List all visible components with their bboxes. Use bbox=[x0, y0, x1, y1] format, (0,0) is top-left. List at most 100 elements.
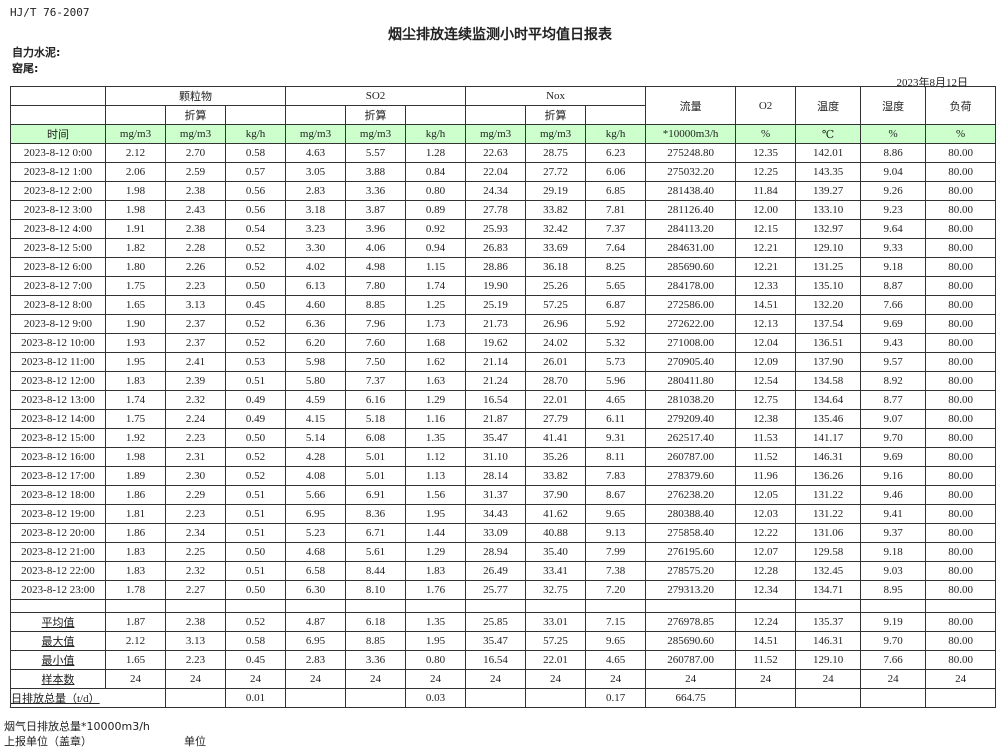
table-cell: 1.95 bbox=[405, 631, 467, 651]
table-cell: 12.13 bbox=[735, 314, 797, 334]
table-cell: 41.41 bbox=[525, 428, 587, 448]
table-cell: 12.75 bbox=[735, 390, 797, 410]
header-blank bbox=[105, 105, 166, 125]
header-o2: O2 bbox=[735, 86, 797, 125]
table-cell: 3.36 bbox=[345, 650, 407, 670]
table-cell: 0.89 bbox=[405, 200, 467, 220]
table-cell: 1.86 bbox=[105, 485, 166, 505]
table-cell: 2.31 bbox=[165, 447, 226, 467]
summary-row: 最小值 1.65 2.23 0.45 2.83 3.36 0.80 16.54 22.01 4.6… bbox=[10, 650, 997, 670]
table-cell: 8.85 bbox=[345, 295, 407, 315]
row-label: 2023-8-12 4:00 bbox=[10, 219, 106, 239]
table-cell: 1.81 bbox=[105, 504, 166, 524]
table-cell: 6.06 bbox=[585, 162, 647, 182]
daily-total-label: 日排放总量（t/d） bbox=[10, 688, 166, 708]
table-row: 2023-8-12 20:00 1.86 2.34 0.51 5.23 6.71 1.44 3… bbox=[10, 523, 997, 543]
table-cell: 2.27 bbox=[165, 580, 226, 600]
table-cell: 1.86 bbox=[105, 523, 166, 543]
table-cell: 142.01 bbox=[795, 143, 862, 163]
report-table: 颗粒物 SO2 Nox 流量 O2 温度 湿度 负荷 折算 折算 折算 时间 m… bbox=[10, 86, 997, 708]
table-cell: 80.00 bbox=[925, 612, 997, 632]
table-cell: 24 bbox=[405, 669, 467, 689]
table-cell: 7.64 bbox=[585, 238, 647, 258]
table-cell: 0.58 bbox=[224, 143, 287, 163]
row-label: 2023-8-12 17:00 bbox=[10, 466, 106, 486]
table-cell: 132.45 bbox=[795, 561, 862, 581]
table-cell: 12.33 bbox=[735, 276, 797, 296]
table-cell: 80.00 bbox=[925, 650, 997, 670]
table-cell bbox=[735, 688, 797, 708]
table-cell: 5.32 bbox=[585, 333, 647, 353]
table-cell: 22.01 bbox=[525, 390, 587, 410]
table-cell: 24 bbox=[345, 669, 407, 689]
table-cell: 35.47 bbox=[465, 631, 527, 651]
units-row: 时间 mg/m3 mg/m3 kg/h mg/m3 mg/m3 kg/h mg/m3 mg/m… bbox=[10, 124, 997, 144]
table-cell: 9.46 bbox=[860, 485, 927, 505]
table-cell: 2.29 bbox=[165, 485, 226, 505]
table-cell: 7.15 bbox=[585, 612, 647, 632]
unit-cell: % bbox=[925, 124, 997, 144]
unit-cell: mg/m3 bbox=[105, 124, 166, 144]
table-cell: 1.76 bbox=[405, 580, 467, 600]
table-cell: 0.45 bbox=[224, 650, 287, 670]
header-so2: SO2 bbox=[285, 86, 467, 106]
table-cell: 25.85 bbox=[465, 612, 527, 632]
row-label: 2023-8-12 23:00 bbox=[10, 580, 106, 600]
row-label: 最小值 bbox=[10, 650, 106, 670]
row-label: 2023-8-12 2:00 bbox=[10, 181, 106, 201]
table-row: 2023-8-12 8:00 1.65 3.13 0.45 4.60 8.85 1.25 25… bbox=[10, 295, 997, 315]
table-cell: 12.03 bbox=[735, 504, 797, 524]
table-cell: 5.66 bbox=[285, 485, 347, 505]
table-cell: 6.20 bbox=[285, 333, 347, 353]
table-cell: 3.05 bbox=[285, 162, 347, 182]
table-cell: 1.93 bbox=[105, 333, 166, 353]
table-cell: 9.18 bbox=[860, 542, 927, 562]
table-cell: 4.28 bbox=[285, 447, 347, 467]
table-cell: 280411.80 bbox=[645, 371, 737, 391]
table-cell: 1.80 bbox=[105, 257, 166, 277]
row-label: 2023-8-12 8:00 bbox=[10, 295, 106, 315]
table-cell: 80.00 bbox=[925, 523, 997, 543]
table-cell: 35.40 bbox=[525, 542, 587, 562]
table-cell: 134.58 bbox=[795, 371, 862, 391]
table-cell: 9.65 bbox=[585, 504, 647, 524]
table-cell: 0.56 bbox=[224, 181, 287, 201]
unit-cell: ℃ bbox=[795, 124, 862, 144]
table-cell bbox=[525, 688, 587, 708]
table-cell: 80.00 bbox=[925, 371, 997, 391]
unit-cell: kg/h bbox=[585, 124, 647, 144]
table-cell: 12.25 bbox=[735, 162, 797, 182]
table-cell: 4.15 bbox=[285, 409, 347, 429]
table-cell: 5.18 bbox=[345, 409, 407, 429]
header-load: 负荷 bbox=[925, 86, 997, 125]
table-cell: 22.04 bbox=[465, 162, 527, 182]
table-cell: 2.37 bbox=[165, 333, 226, 353]
table-row: 2023-8-12 13:00 1.74 2.32 0.49 4.59 6.16 1.29 1… bbox=[10, 390, 997, 410]
table-cell: 4.68 bbox=[285, 542, 347, 562]
summary-row: 样本数 24 24 24 24 24 24 24 24 24 24 24 24 24 24 bbox=[10, 669, 997, 689]
table-cell: 1.83 bbox=[105, 371, 166, 391]
table-cell: 80.00 bbox=[925, 314, 997, 334]
row-label: 平均值 bbox=[10, 612, 106, 632]
row-label: 2023-8-12 1:00 bbox=[10, 162, 106, 182]
table-cell: 6.23 bbox=[585, 143, 647, 163]
table-cell: 271008.00 bbox=[645, 333, 737, 353]
table-cell: 25.19 bbox=[465, 295, 527, 315]
table-cell: 80.00 bbox=[925, 466, 997, 486]
table-cell: 24 bbox=[925, 669, 997, 689]
table-cell: 16.54 bbox=[465, 650, 527, 670]
table-cell: 278379.60 bbox=[645, 466, 737, 486]
table-cell: 80.00 bbox=[925, 390, 997, 410]
table-cell: 1.16 bbox=[405, 409, 467, 429]
table-cell: 0.94 bbox=[405, 238, 467, 258]
table-cell: 6.71 bbox=[345, 523, 407, 543]
table-cell: 6.95 bbox=[285, 504, 347, 524]
table-cell: 0.51 bbox=[224, 371, 287, 391]
table-cell: 80.00 bbox=[925, 295, 997, 315]
table-cell: 1.75 bbox=[105, 276, 166, 296]
table-cell: 275032.20 bbox=[645, 162, 737, 182]
table-cell: 1.63 bbox=[405, 371, 467, 391]
table-row: 2023-8-12 7:00 1.75 2.23 0.50 6.13 7.80 1.74 19… bbox=[10, 276, 997, 296]
table-cell: 139.27 bbox=[795, 181, 862, 201]
header-flow: 流量 bbox=[645, 86, 737, 125]
